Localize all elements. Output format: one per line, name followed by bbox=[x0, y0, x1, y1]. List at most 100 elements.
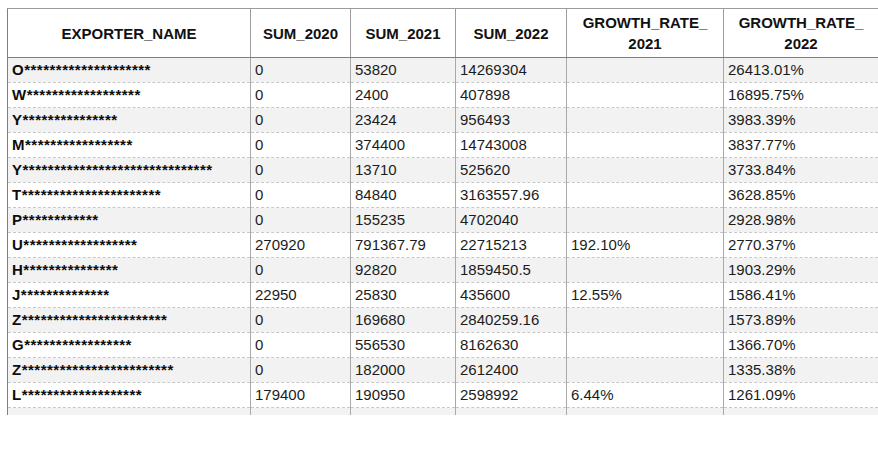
sum-2022-cell[interactable]: 4702040 bbox=[456, 208, 567, 233]
sum-2022-cell[interactable]: 2612400 bbox=[456, 358, 567, 383]
sum-2022-cell[interactable]: 407898 bbox=[456, 83, 567, 108]
sum-2020-cell[interactable]: 0 bbox=[251, 358, 351, 383]
exporter-name-cell[interactable]: H*************** bbox=[8, 258, 251, 283]
growth-rate-2021-cell[interactable] bbox=[567, 58, 724, 83]
col-header-sum-2020[interactable]: SUM_2020 bbox=[251, 9, 351, 58]
growth-rate-2021-cell[interactable] bbox=[567, 133, 724, 158]
sum-2021-cell[interactable]: 169680 bbox=[351, 308, 456, 333]
sum-2021-cell[interactable]: 84840 bbox=[351, 183, 456, 208]
spreadsheet-view: EXPORTER_NAME SUM_2020 SUM_2021 SUM_2022… bbox=[0, 0, 878, 415]
growth-rate-2022-cell[interactable]: 3733.84% bbox=[724, 158, 878, 183]
growth-rate-2021-cell[interactable] bbox=[567, 258, 724, 283]
growth-rate-2021-cell[interactable] bbox=[567, 308, 724, 333]
sum-2022-cell[interactable]: 2598992 bbox=[456, 383, 567, 408]
exporter-name-cell[interactable]: U****************** bbox=[8, 233, 251, 258]
sum-2020-cell[interactable]: 0 bbox=[251, 133, 351, 158]
growth-rate-2021-cell[interactable] bbox=[567, 208, 724, 233]
sum-2021-cell[interactable]: 13710 bbox=[351, 158, 456, 183]
exporter-name-cell[interactable]: L******************* bbox=[8, 383, 251, 408]
sum-2022-cell[interactable]: 8162630 bbox=[456, 333, 567, 358]
exporter-name-cell bbox=[8, 408, 251, 415]
sum-2022-cell bbox=[456, 408, 567, 415]
sum-2020-cell[interactable]: 0 bbox=[251, 83, 351, 108]
sum-2022-cell[interactable]: 2840259.16 bbox=[456, 308, 567, 333]
growth-rate-2021-cell[interactable] bbox=[567, 183, 724, 208]
table-row: P************ 0 155235 4702040 2928.98% bbox=[8, 208, 878, 233]
sum-2020-cell[interactable]: 270920 bbox=[251, 233, 351, 258]
growth-rate-2022-cell[interactable]: 2928.98% bbox=[724, 208, 878, 233]
sum-2021-cell[interactable]: 155235 bbox=[351, 208, 456, 233]
sum-2021-cell[interactable]: 2400 bbox=[351, 83, 456, 108]
sum-2021-cell[interactable]: 53820 bbox=[351, 58, 456, 83]
col-header-growth-rate-2021[interactable]: GROWTH_RATE_ 2021 bbox=[567, 9, 724, 58]
exporter-name-cell[interactable]: G***************** bbox=[8, 333, 251, 358]
growth-rate-2021-cell[interactable] bbox=[567, 333, 724, 358]
growth-rate-2021-cell[interactable] bbox=[567, 108, 724, 133]
sum-2020-cell[interactable]: 0 bbox=[251, 58, 351, 83]
growth-rate-2021-cell[interactable] bbox=[567, 358, 724, 383]
sum-2020-cell[interactable]: 0 bbox=[251, 308, 351, 333]
col-header-growth-rate-2022[interactable]: GROWTH_RATE_ 2022 bbox=[724, 9, 878, 58]
growth-rate-2022-cell[interactable]: 1366.70% bbox=[724, 333, 878, 358]
sum-2022-cell[interactable]: 3163557.96 bbox=[456, 183, 567, 208]
exporter-name-cell[interactable]: Z************************ bbox=[8, 358, 251, 383]
growth-rate-2022-cell[interactable]: 3983.39% bbox=[724, 108, 878, 133]
table-row: L******************* 179400 190950 25989… bbox=[8, 383, 878, 408]
exporter-name-cell[interactable]: Y****************************** bbox=[8, 158, 251, 183]
growth-rate-2022-cell[interactable]: 16895.75% bbox=[724, 83, 878, 108]
sum-2021-cell[interactable]: 190950 bbox=[351, 383, 456, 408]
sum-2020-cell[interactable]: 22950 bbox=[251, 283, 351, 308]
sum-2022-cell[interactable]: 1859450.5 bbox=[456, 258, 567, 283]
growth-rate-2021-cell[interactable]: 6.44% bbox=[567, 383, 724, 408]
growth-rate-2022-cell[interactable]: 26413.01% bbox=[724, 58, 878, 83]
growth-rate-2021-cell[interactable] bbox=[567, 158, 724, 183]
sum-2022-cell[interactable]: 435600 bbox=[456, 283, 567, 308]
sum-2020-cell bbox=[251, 408, 351, 415]
growth-rate-2021-cell[interactable]: 12.55% bbox=[567, 283, 724, 308]
col-header-exporter-name[interactable]: EXPORTER_NAME bbox=[8, 9, 251, 58]
growth-rate-2022-cell[interactable]: 3837.77% bbox=[724, 133, 878, 158]
sum-2020-cell[interactable]: 0 bbox=[251, 108, 351, 133]
exporter-name-cell[interactable]: Z*********************** bbox=[8, 308, 251, 333]
sum-2021-cell[interactable]: 374400 bbox=[351, 133, 456, 158]
table-row: W****************** 0 2400 407898 16895.… bbox=[8, 83, 878, 108]
sum-2021-cell[interactable]: 25830 bbox=[351, 283, 456, 308]
exporter-name-cell[interactable]: M***************** bbox=[8, 133, 251, 158]
growth-rate-2021-cell[interactable] bbox=[567, 83, 724, 108]
growth-rate-2022-cell[interactable]: 1261.09% bbox=[724, 383, 878, 408]
table-row: O******************** 0 53820 14269304 2… bbox=[8, 58, 878, 83]
growth-rate-2022-cell[interactable]: 3628.85% bbox=[724, 183, 878, 208]
sum-2021-cell[interactable]: 182000 bbox=[351, 358, 456, 383]
exporter-name-cell[interactable]: P************ bbox=[8, 208, 251, 233]
exporter-name-cell[interactable]: W****************** bbox=[8, 83, 251, 108]
sum-2022-cell[interactable]: 525620 bbox=[456, 158, 567, 183]
sum-2021-cell[interactable]: 92820 bbox=[351, 258, 456, 283]
growth-rate-2022-cell[interactable]: 1335.38% bbox=[724, 358, 878, 383]
sum-2021-cell[interactable]: 791367.79 bbox=[351, 233, 456, 258]
sum-2020-cell[interactable]: 0 bbox=[251, 158, 351, 183]
sum-2022-cell[interactable]: 14743008 bbox=[456, 133, 567, 158]
growth-rate-2022-cell[interactable]: 1903.29% bbox=[724, 258, 878, 283]
sum-2021-cell[interactable]: 23424 bbox=[351, 108, 456, 133]
sum-2022-cell[interactable]: 22715213 bbox=[456, 233, 567, 258]
sum-2020-cell[interactable]: 179400 bbox=[251, 383, 351, 408]
exporter-name-cell[interactable]: Y*************** bbox=[8, 108, 251, 133]
sum-2020-cell[interactable]: 0 bbox=[251, 183, 351, 208]
sum-2022-cell[interactable]: 956493 bbox=[456, 108, 567, 133]
exporter-name-cell[interactable]: T********************** bbox=[8, 183, 251, 208]
sum-2022-cell[interactable]: 14269304 bbox=[456, 58, 567, 83]
table-row: T********************** 0 84840 3163557.… bbox=[8, 183, 878, 208]
exporter-name-cell[interactable]: J************** bbox=[8, 283, 251, 308]
col-header-sum-2022[interactable]: SUM_2022 bbox=[456, 9, 567, 58]
growth-rate-2022-cell[interactable]: 1586.41% bbox=[724, 283, 878, 308]
col-header-sum-2021[interactable]: SUM_2021 bbox=[351, 9, 456, 58]
table-row: J************** 22950 25830 435600 12.55… bbox=[8, 283, 878, 308]
sum-2020-cell[interactable]: 0 bbox=[251, 208, 351, 233]
growth-rate-2022-cell[interactable]: 1573.89% bbox=[724, 308, 878, 333]
sum-2020-cell[interactable]: 0 bbox=[251, 258, 351, 283]
growth-rate-2022-cell[interactable]: 2770.37% bbox=[724, 233, 878, 258]
exporter-name-cell[interactable]: O******************** bbox=[8, 58, 251, 83]
sum-2020-cell[interactable]: 0 bbox=[251, 333, 351, 358]
sum-2021-cell[interactable]: 556530 bbox=[351, 333, 456, 358]
growth-rate-2021-cell[interactable]: 192.10% bbox=[567, 233, 724, 258]
